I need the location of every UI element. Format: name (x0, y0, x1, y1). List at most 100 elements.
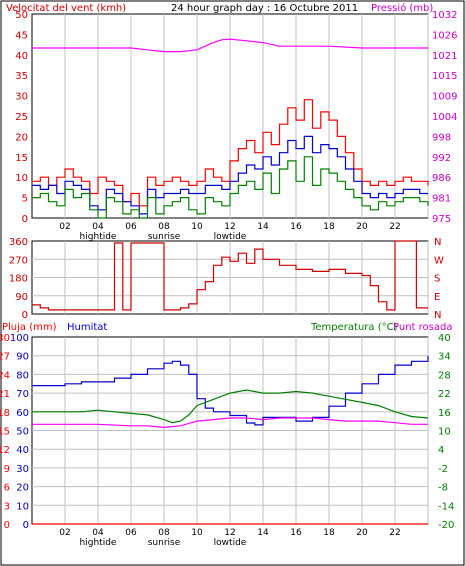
panel-1-marker-label: lowtide (214, 232, 247, 242)
panel-2-left-tick-label: 180 (9, 274, 28, 285)
panel-3-right-tick-label: 22 (438, 389, 451, 400)
panel-1-right-tick-label: 1015 (432, 71, 457, 82)
panel-3-left-tick-label: 0 (23, 520, 29, 531)
panel-3-right-tick-label: 28 (438, 370, 451, 381)
panel-3-left-tick-label: 21 (0, 389, 10, 400)
panel-3-left-tick-label: 6 (4, 483, 10, 494)
panel-1-marker-label: hightide (80, 232, 117, 242)
panel-1-right-tick-label: 1026 (432, 30, 457, 41)
panel-1-left-tick-label: 25 (15, 112, 28, 123)
panel-1-left-tick-label: 0 (22, 214, 28, 225)
panel-3-right-tick-label: 40 (438, 333, 451, 344)
dewpoint-line (32, 417, 428, 429)
panel-2-right-tick-label: W (434, 255, 444, 266)
panel-1-left-tick-label: 20 (15, 132, 28, 143)
panel-1-right-tick-label: 1032 (432, 10, 457, 21)
panel-1-x-tick-label: 18 (323, 222, 335, 232)
panel-1-x-tick-label: 12 (224, 222, 235, 232)
humidity-line (32, 355, 429, 426)
panel-1-x-tick-label: 04 (92, 222, 104, 232)
dewpoint-axis-title: Punt rosada (393, 322, 452, 333)
panel-3-x-tick-label: 20 (356, 528, 368, 538)
panel-1-x-tick-label: 22 (389, 222, 400, 232)
panel-3-right-tick-label: -14 (438, 501, 454, 512)
panel-1-right-tick-label: 998 (432, 132, 451, 143)
panel-1-x-tick-label: 14 (257, 222, 269, 232)
wind-minimum-line (32, 156, 429, 219)
panel-3-right-tick-label: 16 (438, 408, 451, 419)
panel-1-x-tick-label: 16 (290, 222, 302, 232)
panel-1-left-tick-label: 35 (15, 71, 28, 82)
panel-3-right-tick-label: 10 (438, 427, 451, 438)
panel-3-x-tick-label: 18 (323, 528, 335, 538)
temperature-axis-title: Temperatura (°C) (310, 322, 398, 333)
panel-2-right-tick-label: N (434, 310, 441, 321)
temperature-line (32, 389, 429, 424)
panel-2-left-tick-label: 0 (22, 310, 28, 321)
panel-3-right-tick-label: 34 (438, 352, 451, 363)
panel-2-right-tick-label: E (434, 292, 440, 303)
panel-2-right-tick-label: N (434, 237, 441, 248)
panel-1-right-tick-label: 992 (432, 153, 451, 164)
panel-3-x-tick-label: 16 (290, 528, 302, 538)
panel-1-left-tick-label: 30 (15, 92, 28, 103)
panel-1-x-tick-label: 20 (356, 222, 368, 232)
pressure-line (32, 38, 428, 53)
panel-2-left-tick-label: 90 (15, 292, 28, 303)
humidity-axis-title: Humitat (67, 322, 107, 333)
panel-3-left-tick-label: 10 (16, 501, 29, 512)
panel-3-x-tick-label: 08 (158, 528, 170, 538)
panel-3-right-tick-label: -8 (438, 483, 448, 494)
panel-3-marker-label: hightide (80, 538, 117, 548)
panel-3-left-tick-label: 40 (16, 445, 29, 456)
panel-1-x-tick-label: 06 (125, 222, 137, 232)
chart-title: 24 hour graph day : 16 Octubre 2011 (171, 3, 358, 14)
panel-3-right-tick-label: -20 (438, 520, 454, 531)
panel-1-left-tick-label: 15 (15, 153, 28, 164)
panel-1-right-tick-label: 981 (432, 194, 451, 205)
panel-1-left-tick-label: 40 (15, 51, 28, 62)
panel-1-left-tick-label: 10 (15, 173, 28, 184)
panel-3-left-tick-label: 3 (4, 501, 10, 512)
panel-3-x-tick-label: 12 (224, 528, 235, 538)
panel-3-left-tick-label: 90 (16, 352, 29, 363)
panel-1-marker-label: sunrise (148, 232, 181, 242)
panel-2-left-tick-label: 270 (9, 255, 28, 266)
panel-1-left-tick-label: 45 (15, 30, 28, 41)
panel-3-left-tick-label: 27 (0, 352, 10, 363)
panel-1-right-tick-label: 975 (432, 214, 451, 225)
panel-3-left-tick-label: 70 (16, 389, 29, 400)
panel-1-left-tick-label: 5 (22, 194, 28, 205)
panel-3-left-tick-label: 20 (16, 483, 29, 494)
panel-3-left-tick-label: 60 (16, 408, 29, 419)
panel-1-left-tick-label: 50 (15, 10, 28, 21)
panel-3-x-tick-label: 14 (257, 528, 269, 538)
panel-2-right-tick-label: S (434, 274, 440, 285)
panel-3-x-tick-label: 22 (389, 528, 400, 538)
panel-3-left-tick-label: 12 (0, 445, 10, 456)
panel-2-left-tick-label: 360 (9, 237, 28, 248)
panel-3-marker-label: sunrise (148, 538, 181, 548)
panel-1-right-tick-label: 986 (432, 173, 451, 184)
panel-3-left-tick-label: 24 (0, 370, 10, 381)
wind-average-line (32, 135, 428, 215)
panel-3-left-tick-label: 100 (10, 333, 29, 344)
panel-1-x-tick-label: 10 (191, 222, 203, 232)
wind-gust-line (32, 99, 429, 207)
panel-3-x-tick-label: 06 (125, 528, 137, 538)
panel-3-right-tick-label: 4 (438, 445, 444, 456)
panel-3-left-tick-label: 50 (16, 427, 29, 438)
panel-3-left-tick-label: 80 (16, 370, 29, 381)
panel-1-right-tick-label: 1009 (432, 92, 457, 103)
wind-axis-title: Velocitat del vent (kmh) (6, 3, 126, 14)
panel-1-x-tick-label: 08 (158, 222, 170, 232)
panel-3-left-tick-label: 18 (0, 408, 10, 419)
panel-1-right-tick-label: 1004 (432, 112, 457, 123)
panel-3-left-tick-label: 15 (0, 427, 10, 438)
panel-3-left-tick-label: 9 (4, 464, 10, 475)
rain-axis-title: Pluja (mm) (2, 322, 57, 333)
panel-3-left-tick-label: 30 (0, 333, 10, 344)
panel-3-left-tick-label: 30 (16, 464, 29, 475)
